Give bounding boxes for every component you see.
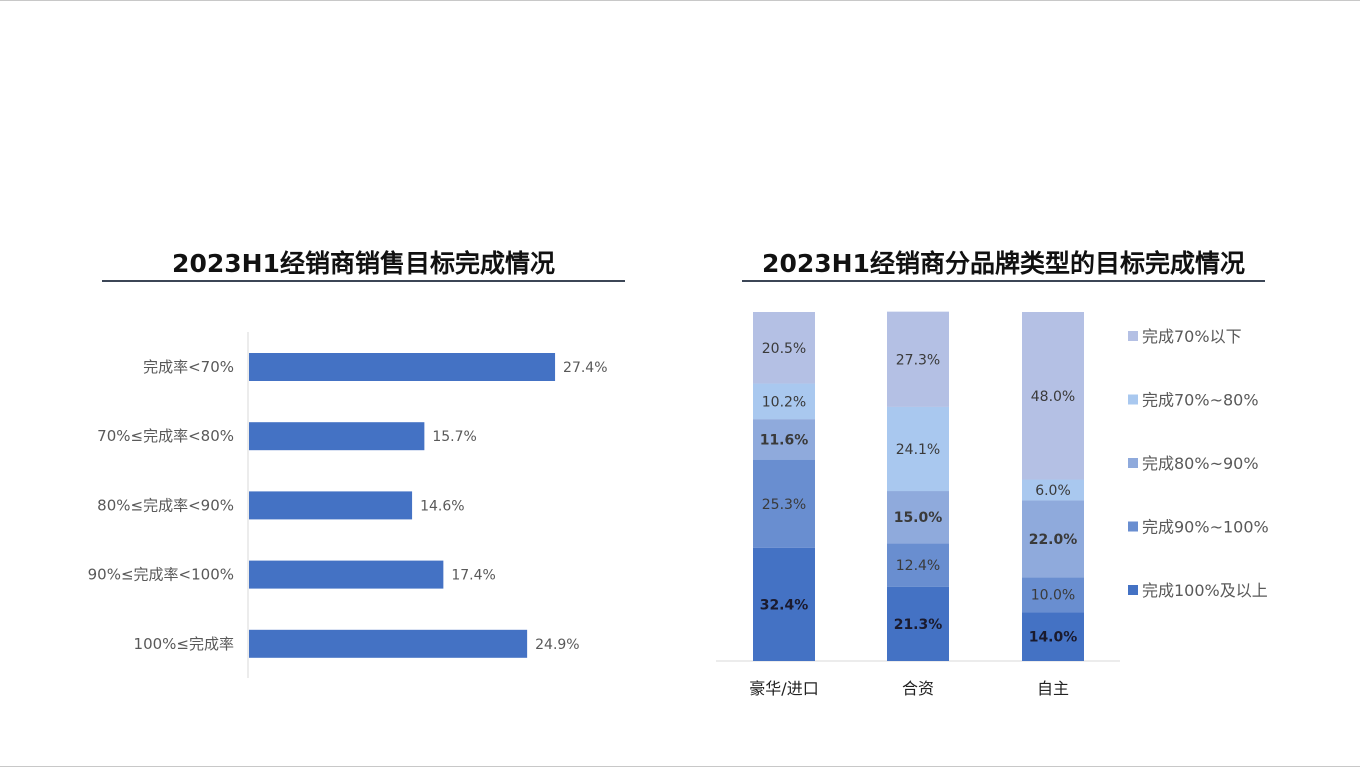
stacked-bar-segment xyxy=(753,383,815,420)
category-label: 完成率<70% xyxy=(143,358,234,376)
chart-title-right: 2023H1经销商分品牌类型的目标完成情况 xyxy=(762,249,1245,278)
bar xyxy=(249,353,556,381)
stacked-bar-segment xyxy=(753,547,815,661)
legend-label: 完成100%及以上 xyxy=(1142,581,1268,600)
legend-swatch xyxy=(1128,458,1138,468)
stacked-bar-segment xyxy=(1022,577,1084,613)
legend-label: 完成70%~80% xyxy=(1142,391,1259,410)
data-label: 22.0% xyxy=(1029,532,1078,548)
data-label: 20.5% xyxy=(762,341,806,357)
legend-swatch xyxy=(1128,394,1138,405)
title-underline-right xyxy=(742,280,1265,282)
bottom-border xyxy=(0,766,1360,767)
stacked-bar-segment xyxy=(753,419,815,460)
data-label: 17.4% xyxy=(451,568,495,584)
data-label: 27.4% xyxy=(563,360,607,376)
legend-swatch xyxy=(1128,331,1138,341)
stacked-bar-segment xyxy=(1022,612,1084,661)
stacked-bar-segment xyxy=(1022,500,1084,578)
chart-title-left: 2023H1经销商销售目标完成情况 xyxy=(172,249,555,278)
stacked-bar-segment xyxy=(753,312,815,384)
stacked-bar-segment xyxy=(887,406,949,492)
data-label: 24.1% xyxy=(896,442,940,458)
top-border xyxy=(0,0,1360,1)
category-label: 80%≤完成率<90% xyxy=(97,496,234,514)
legend-label: 完成80%~90% xyxy=(1142,454,1259,473)
bar xyxy=(249,422,425,451)
category-label: 合资 xyxy=(902,679,934,698)
data-label: 10.0% xyxy=(1031,588,1075,604)
data-label: 48.0% xyxy=(1031,389,1075,405)
category-label: 70%≤完成率<80% xyxy=(97,427,234,445)
data-label: 6.0% xyxy=(1035,483,1071,499)
data-label: 15.0% xyxy=(894,510,943,526)
stacked-bar-segment xyxy=(887,491,949,544)
data-label: 10.2% xyxy=(762,394,806,410)
data-label: 21.3% xyxy=(894,617,943,633)
stacked-bar-segment xyxy=(1022,312,1084,480)
category-label: 自主 xyxy=(1037,679,1069,698)
data-label: 24.9% xyxy=(535,637,579,653)
data-label: 14.6% xyxy=(420,498,464,514)
stacked-bar-segment xyxy=(887,543,949,587)
stacked-bar-segment xyxy=(887,311,949,407)
stacked-bar-segment xyxy=(753,459,815,548)
data-label: 11.6% xyxy=(760,432,809,448)
category-label: 豪华/进口 xyxy=(749,679,818,698)
legend-label: 完成90%~100% xyxy=(1142,518,1269,537)
data-label: 27.3% xyxy=(896,352,940,368)
category-label: 100%≤完成率 xyxy=(134,635,234,653)
category-label: 90%≤完成率<100% xyxy=(88,566,234,584)
data-label: 32.4% xyxy=(760,597,809,613)
title-underline-left xyxy=(102,280,625,282)
data-label: 15.7% xyxy=(432,429,476,445)
bar xyxy=(249,491,413,520)
bar xyxy=(249,629,528,658)
stacked-bar-segment xyxy=(887,586,949,661)
data-label: 25.3% xyxy=(762,497,806,513)
legend-swatch xyxy=(1128,585,1138,595)
data-label: 12.4% xyxy=(896,558,940,574)
data-label: 14.0% xyxy=(1029,630,1078,646)
stacked-bar-segment xyxy=(1022,479,1084,501)
bar xyxy=(249,560,444,589)
legend-label: 完成70%以下 xyxy=(1142,327,1242,346)
legend-swatch xyxy=(1128,521,1138,532)
